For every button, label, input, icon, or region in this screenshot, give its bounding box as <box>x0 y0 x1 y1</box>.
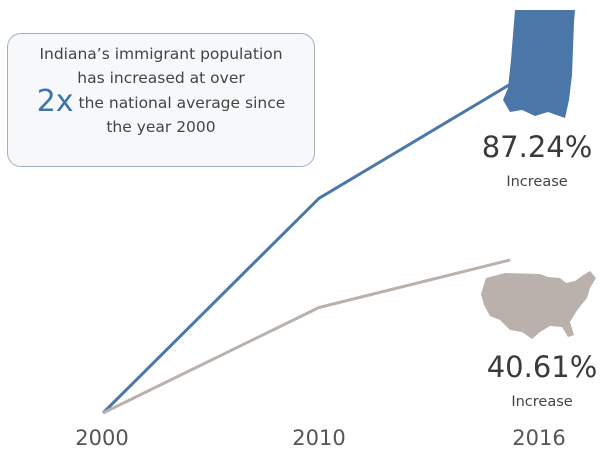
usa-map-icon <box>481 271 596 339</box>
x-tick-2000: 2000 <box>75 426 129 450</box>
indiana-map-icon <box>503 10 575 118</box>
indiana-percent-label: 87.24% <box>481 130 593 164</box>
x-tick-2016: 2016 <box>512 426 566 450</box>
us-series-line <box>102 258 511 415</box>
indiana-series-line <box>101 83 511 415</box>
callout-line-4: the year 2000 <box>106 118 216 136</box>
callout-line-3: 2x the national average since <box>8 87 314 117</box>
us-increase-label: Increase <box>511 394 573 410</box>
indiana-increase-label: Increase <box>506 174 568 190</box>
callout-box: Indiana’s immigrant population has incre… <box>7 33 315 167</box>
callout-line-1: Indiana’s immigrant population <box>39 45 283 63</box>
callout-line-2: has increased at over <box>77 69 245 87</box>
x-tick-2010: 2010 <box>292 426 346 450</box>
us-percent-label: 40.61% <box>486 350 598 384</box>
callout-line-3-text: the national average since <box>78 94 286 112</box>
callout-multiplier: 2x <box>36 84 74 119</box>
